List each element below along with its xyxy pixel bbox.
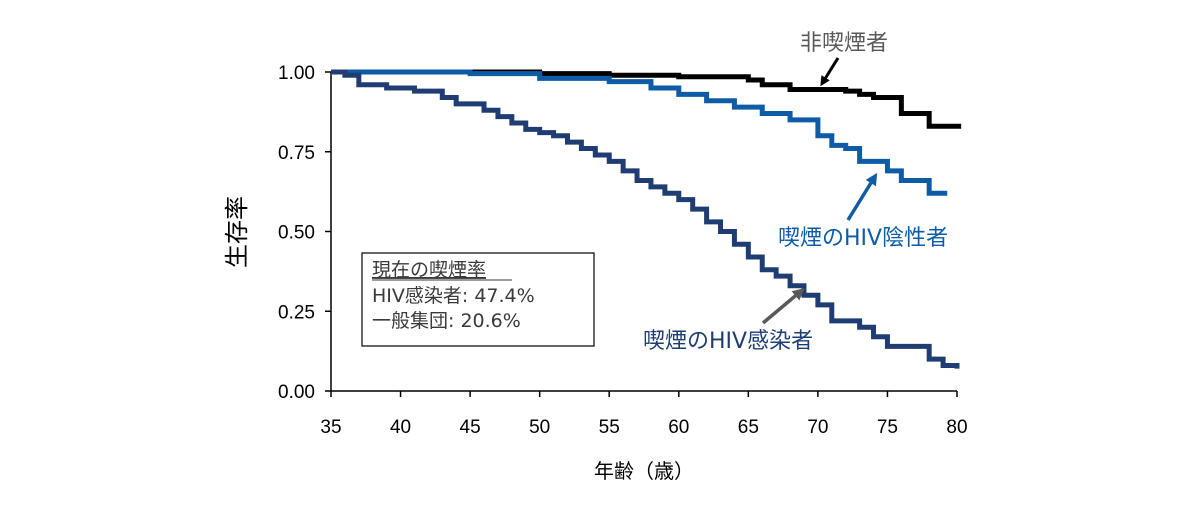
series-hiv-infected-line: [331, 69, 960, 369]
x-ticks: 35 40 45 50 55 60 65 70 75 80: [320, 391, 968, 438]
x-tick-label: 75: [877, 417, 898, 438]
y-tick-label: 0.25: [278, 302, 315, 323]
y-ticks: 0.00 0.25 0.50 0.75 1.00: [278, 63, 331, 403]
x-tick-label: 40: [390, 417, 411, 438]
smoking-rate-box: 現在の喫煙率 HIV感染者: 47.4% 一般集団: 20.6%: [361, 252, 595, 347]
y-tick-label: 1.00: [278, 63, 315, 84]
x-tick-label: 55: [599, 417, 620, 438]
box-title: 現在の喫煙率: [372, 259, 486, 281]
y-tick-label: 0.75: [278, 143, 315, 164]
box-line-hiv: HIV感染者: 47.4%: [372, 285, 535, 307]
x-tick-label: 60: [668, 417, 689, 438]
label-hiv-infected: 喫煙のHIV感染者: [643, 329, 813, 354]
series-nonsmoker-line: [331, 69, 962, 129]
series-hiv-negative-line: [331, 69, 948, 196]
arrow-hiv-negative: [846, 172, 878, 221]
arrow-hiv-infected: [761, 288, 805, 325]
y-tick-label: 0.50: [278, 223, 315, 244]
label-hiv-negative: 喫煙のHIV陰性者: [778, 226, 948, 251]
x-tick-label: 70: [807, 417, 828, 438]
x-tick-label: 35: [320, 417, 341, 438]
x-tick-label: 45: [460, 417, 481, 438]
arrow-nonsmoker: [820, 57, 840, 87]
box-line-general: 一般集団: 20.6%: [372, 310, 521, 332]
label-nonsmoker: 非喫煙者: [800, 31, 888, 56]
x-tick-label: 50: [529, 417, 550, 438]
x-tick-label: 80: [946, 417, 967, 438]
series-layer: [331, 69, 962, 369]
y-axis-title: 生存率: [223, 196, 251, 268]
y-tick-label: 0.00: [278, 382, 315, 403]
x-axis-title: 年齢（歳）: [594, 459, 694, 483]
x-tick-label: 65: [738, 417, 759, 438]
